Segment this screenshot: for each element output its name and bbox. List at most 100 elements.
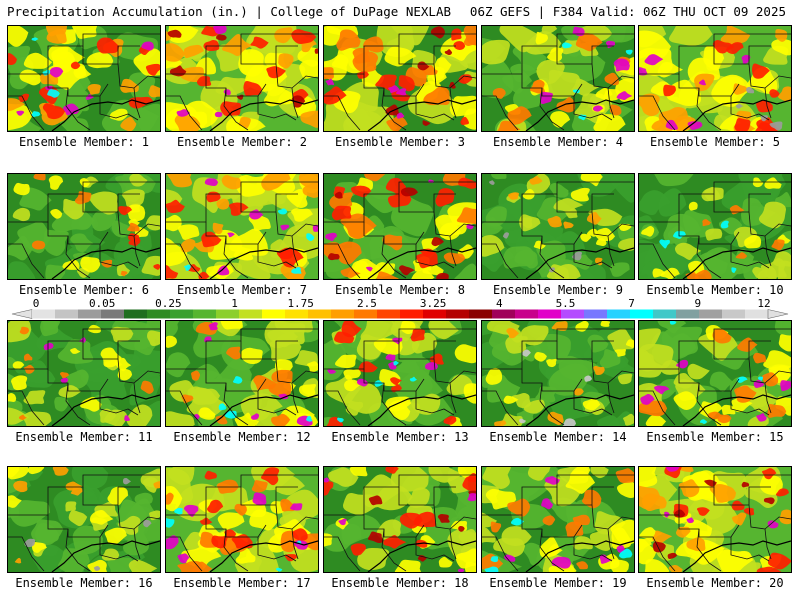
- state-boundary: [363, 222, 425, 245]
- ensemble-map-panel: [165, 25, 319, 132]
- state-boundary: [8, 328, 160, 370]
- ensemble-map-panel: [165, 320, 319, 427]
- state-boundary: [482, 33, 634, 75]
- ensemble-member-label: Ensemble Member: 5: [649, 135, 781, 149]
- state-boundary: [764, 235, 772, 267]
- colorbar-swatch: [308, 309, 332, 319]
- precip-field: [482, 467, 634, 572]
- colorbar-tick-label: 0: [32, 297, 40, 310]
- state-boundary: [8, 95, 45, 131]
- colorbar-swatch: [55, 309, 79, 319]
- state-boundary: [324, 390, 361, 426]
- precip-field: [166, 321, 318, 426]
- state-boundary: [324, 536, 361, 572]
- colorbar-swatch: [630, 309, 654, 319]
- ensemble-map-panel: [323, 320, 477, 427]
- state-boundary: [257, 537, 297, 562]
- state-boundary: [291, 528, 299, 560]
- ensemble-member-label: Ensemble Member: 11: [15, 430, 153, 444]
- state-boundary: [47, 222, 109, 245]
- ensemble-member-label: Ensemble Member: 17: [173, 576, 311, 590]
- precip-field: [8, 26, 160, 131]
- ensemble-member-label: Ensemble Member: 12: [173, 430, 311, 444]
- gulf-coastline: [682, 394, 791, 426]
- ensemble-member-label: Ensemble Member: 16: [15, 576, 153, 590]
- colorbar-swatch: [492, 309, 516, 319]
- state-boundary: [8, 536, 45, 572]
- state-boundary: [363, 74, 425, 97]
- precip-field: [166, 26, 318, 131]
- state-boundary: [415, 537, 455, 562]
- colorbar-tick-label: 3.25: [419, 297, 447, 310]
- state-boundary: [678, 74, 740, 97]
- state-boundary: [166, 33, 318, 75]
- ensemble-map-panel: [7, 173, 161, 280]
- ensemble-map-panel: [7, 320, 161, 427]
- ensemble-map-panel: [323, 466, 477, 573]
- state-boundary: [449, 528, 457, 560]
- state-boundary: [166, 536, 203, 572]
- gulf-coastline: [367, 99, 476, 131]
- state-boundary: [205, 515, 267, 538]
- precip-field: [482, 26, 634, 131]
- state-boundary: [99, 391, 139, 416]
- state-boundary: [363, 515, 425, 538]
- state-boundary: [166, 243, 203, 279]
- colorbar-swatch: [78, 309, 102, 319]
- gulf-coastline: [682, 540, 791, 572]
- ensemble-member-label: Ensemble Member: 2: [176, 135, 308, 149]
- state-boundary: [99, 96, 139, 121]
- state-boundary: [521, 222, 583, 245]
- state-boundary: [291, 382, 299, 414]
- ensemble-map-panel: [638, 320, 792, 427]
- ensemble-member-label: Ensemble Member: 18: [331, 576, 469, 590]
- model-run-info: 06Z GEFS | F384 Valid: 06Z THU OCT 09 20…: [469, 4, 786, 19]
- ensemble-map-panel: [638, 173, 792, 280]
- gulf-coastline: [525, 540, 634, 572]
- colorbar-swatch: [354, 309, 378, 319]
- ensemble-map-panel: [638, 466, 792, 573]
- gulf-coastline: [209, 540, 318, 572]
- state-boundary: [47, 515, 109, 538]
- state-boundary: [8, 390, 45, 426]
- state-boundary: [521, 515, 583, 538]
- state-boundary: [205, 369, 267, 392]
- ensemble-map-panel: [481, 25, 635, 132]
- ensemble-member-label: Ensemble Member: 13: [331, 430, 469, 444]
- state-boundary: [449, 87, 457, 119]
- colorbar-tick-label: 2.5: [356, 297, 377, 310]
- state-boundary: [8, 33, 160, 75]
- state-boundary: [730, 96, 770, 121]
- precip-field: [324, 321, 476, 426]
- precip-field: [8, 467, 160, 572]
- colorbar-swatch: [469, 309, 493, 319]
- colorbar-swatch: [446, 309, 470, 319]
- state-boundary: [764, 382, 772, 414]
- gulf-coastline: [367, 540, 476, 572]
- state-boundary: [678, 222, 740, 245]
- colorbar-tick-label: 7: [628, 297, 635, 310]
- ensemble-member-label: Ensemble Member: 6: [18, 283, 150, 297]
- state-boundary: [482, 181, 634, 223]
- gulf-coastline: [209, 99, 318, 131]
- colorbar-swatch: [262, 309, 286, 319]
- ensemble-member-label: Ensemble Member: 19: [489, 576, 627, 590]
- state-boundary: [607, 528, 615, 560]
- colorbar-swatch: [170, 309, 194, 319]
- colorbar-tick-label: 12: [757, 297, 771, 310]
- state-boundary: [730, 537, 770, 562]
- state-boundary: [257, 96, 297, 121]
- colorbar-swatch: [147, 309, 171, 319]
- state-boundary: [415, 96, 455, 121]
- precip-field: [8, 321, 160, 426]
- state-boundary: [99, 244, 139, 269]
- colorbar-swatch: [124, 309, 148, 319]
- ensemble-member-label: Ensemble Member: 20: [646, 576, 784, 590]
- colorbar-low-extension: [11, 309, 33, 319]
- state-boundary: [607, 382, 615, 414]
- state-boundary: [639, 536, 676, 572]
- state-boundary: [8, 181, 160, 223]
- ensemble-member-label: Ensemble Member: 15: [646, 430, 784, 444]
- gulf-coastline: [367, 247, 476, 279]
- colorbar-swatch: [538, 309, 562, 319]
